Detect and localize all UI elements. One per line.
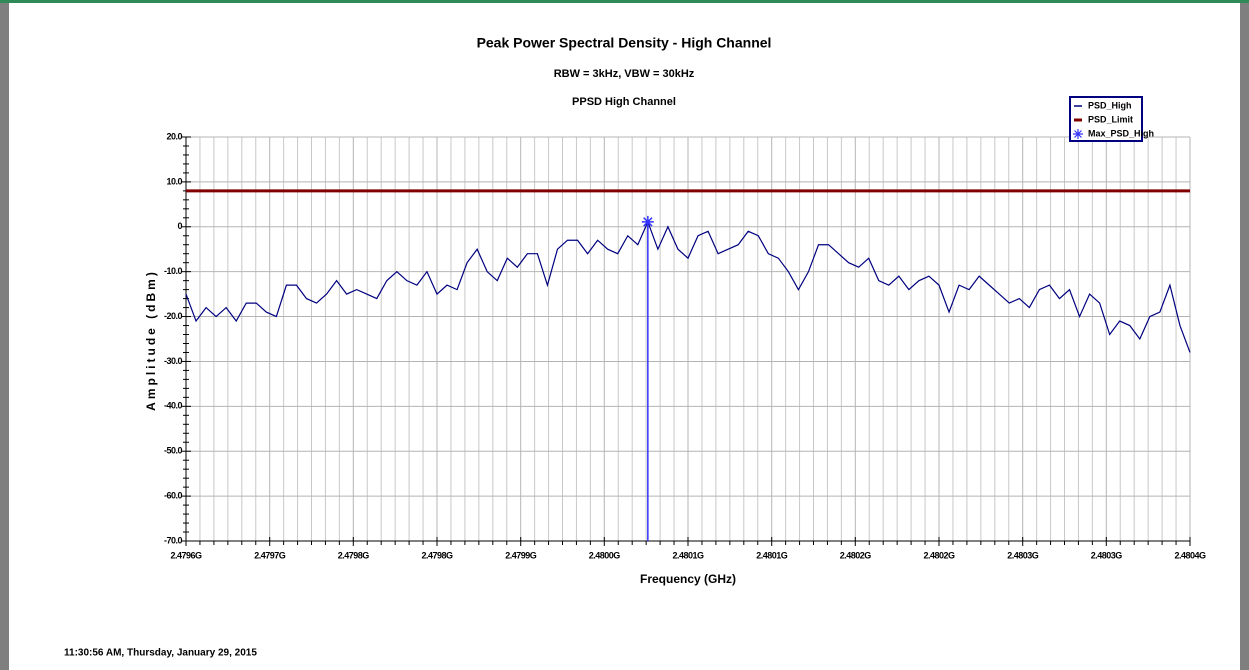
psd-line [185,220,1191,353]
x-tick-label: 2.4803G [1007,550,1039,560]
y-tick-label: 10.0 [166,176,182,186]
y-tick-label: -50.0 [164,446,183,456]
x-tick-label: 2.4802G [840,550,872,560]
legend-label: PSD_High [1088,100,1132,110]
chart-name: PPSD High Channel [572,96,676,108]
x-tick-label: 2.4799G [505,550,537,560]
x-tick-label: 2.4800G [589,550,621,560]
x-tick-label: 2.4801G [756,550,788,560]
legend-label: Max_PSD_High [1088,128,1154,138]
y-tick-label: 0 [177,221,182,231]
x-tick-label: 2.4796G [170,550,202,560]
x-axis-label: Frequency (GHz) [640,572,736,586]
y-tick-label: -60.0 [164,490,183,500]
max-marker [641,215,654,228]
legend-label: PSD_Limit [1088,114,1133,124]
y-axis-label: Amplitude (dBm) [144,269,158,411]
y-tick-label: -70.0 [164,535,183,545]
y-tick-label: -30.0 [164,356,183,366]
chart-title: Peak Power Spectral Density - High Chann… [477,35,772,51]
x-tick-label: 2.4798G [421,550,453,560]
x-tick-label: 2.4803G [1091,550,1123,560]
y-tick-label: 20.0 [166,131,182,141]
x-tick-label: 2.4798G [338,550,370,560]
frame-left [0,0,9,670]
x-tick-label: 2.4797G [254,550,286,560]
x-tick-label: 2.4801G [672,550,704,560]
y-tick-label: -40.0 [164,401,183,411]
x-tick-label: 2.4802G [923,550,955,560]
y-tick-label: -20.0 [164,311,183,321]
chart-subtitle: RBW = 3kHz, VBW = 30kHz [554,68,695,80]
frame-top [0,0,1249,3]
footer: 11:30:56 AM, Thursday, January 29, 2015 [64,648,257,659]
x-tick-label: 2.4804G [1174,550,1206,560]
frame-right [1240,0,1249,670]
y-tick-label: -10.0 [164,266,183,276]
legend-swatch [1073,129,1083,139]
